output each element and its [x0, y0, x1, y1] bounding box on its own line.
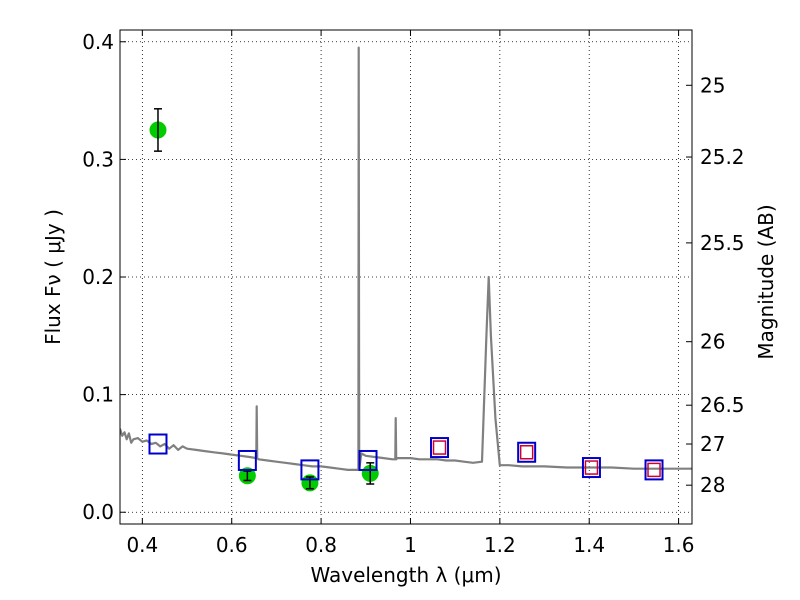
x-axis-label: Wavelength λ (μm): [310, 563, 501, 587]
model-photometry-point: [300, 459, 320, 481]
y-tick-label: 0.1: [82, 383, 114, 407]
y2-tick-label: 26.5: [700, 393, 745, 417]
x-tick-label: 0.4: [126, 533, 158, 557]
y-tick-label: 0.2: [82, 265, 114, 289]
model-photometry-point: [581, 457, 601, 479]
y-tick-label: 0.4: [82, 30, 114, 54]
model-photometry-point: [430, 437, 450, 459]
y2-tick-label: 28: [700, 473, 725, 497]
y2-tick-label: 27: [700, 432, 725, 456]
x-tick-label: 1.6: [663, 533, 695, 557]
axes-frame: [119, 29, 693, 525]
upper-limit-point: [519, 445, 534, 460]
y-tick-label: 0.0: [82, 500, 114, 524]
upper-limit-point: [647, 462, 661, 478]
model-photometry-point: [644, 459, 664, 481]
upper-limit-point: [432, 440, 447, 455]
x-tick-label: 0.8: [305, 533, 337, 557]
y2-tick-label: 25: [700, 73, 725, 97]
model-photometry-point: [358, 449, 378, 471]
y-tick-label: 0.3: [82, 147, 114, 171]
x-tick-label: 0.6: [216, 533, 248, 557]
grid: [120, 30, 692, 524]
y2-tick-label: 26: [700, 330, 725, 354]
model-photometry-point: [237, 449, 257, 471]
model-spectrum-line: [120, 46, 692, 471]
y2-tick-label: 25.5: [700, 231, 745, 255]
model-photometry-point: [148, 433, 168, 455]
plot-area: [120, 46, 692, 492]
x-tick-label: 1: [404, 533, 417, 557]
x-tick-label: 1.4: [573, 533, 605, 557]
axis-ticks: 0.4 0.6 0.8 1 1.2 1.4 1.6 0.0 0.1 0.2 0.3 0.4 25 25.2…: [82, 30, 744, 557]
y2-axis-label: Magnitude (AB): [754, 204, 778, 359]
x-tick-label: 1.2: [484, 533, 516, 557]
y-axis-label: Flux Fν ( μJy ): [41, 209, 65, 345]
upper-limit-point: [584, 460, 599, 475]
y2-tick-label: 25.2: [700, 145, 745, 169]
model-photometry-point: [517, 441, 537, 463]
